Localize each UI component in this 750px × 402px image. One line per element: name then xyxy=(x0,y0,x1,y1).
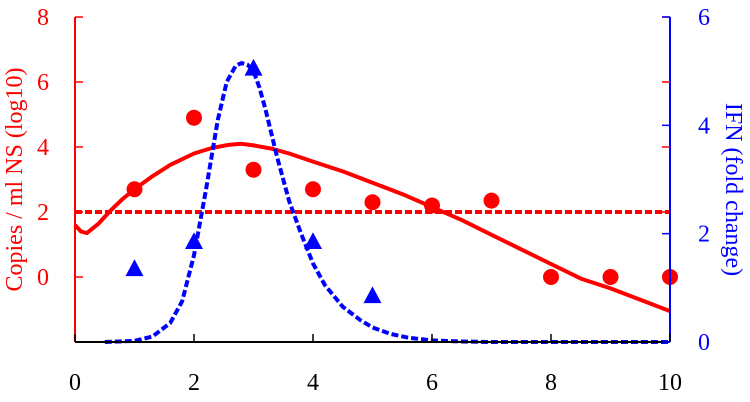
x-tick-label: 4 xyxy=(307,370,319,396)
ifn-data-point xyxy=(125,259,144,277)
left-tick-label: 4 xyxy=(37,135,49,161)
left-tick-label: 0 xyxy=(37,265,49,291)
ifn-model-curve xyxy=(104,61,670,344)
ifn-data-point xyxy=(185,232,203,249)
ifn-data-point xyxy=(363,286,382,304)
right-y-axis-title: IFN (fold change) xyxy=(720,103,746,276)
plot-area xyxy=(73,58,678,344)
ifn-data-point xyxy=(244,58,263,76)
viral-load-data-point xyxy=(245,161,262,178)
viral-load-data-point xyxy=(305,181,321,198)
right-tick-label: 2 xyxy=(698,222,710,248)
x-tick-label: 10 xyxy=(658,370,682,396)
x-tick-label: 2 xyxy=(188,370,200,396)
right-tick-label: 0 xyxy=(698,330,710,356)
x-ticks: 0 2 4 6 8 10 xyxy=(69,334,682,396)
right-y-ticks: 0 2 4 6 xyxy=(662,5,710,356)
left-y-ticks: 0 2 4 6 8 xyxy=(37,5,670,291)
left-tick-label: 2 xyxy=(37,200,49,226)
x-tick-label: 0 xyxy=(69,370,81,396)
viral-load-model-curve xyxy=(73,141,671,313)
right-tick-label: 4 xyxy=(698,113,710,139)
viral-load-data-point xyxy=(364,194,381,211)
ifn-data-point xyxy=(304,232,322,249)
viral-load-data-point xyxy=(186,109,202,126)
left-y-axis-title: Copies / ml NS (log10) xyxy=(2,67,28,291)
viral-load-data-point xyxy=(483,192,500,209)
viral-load-data-point xyxy=(602,269,619,285)
left-tick-label: 8 xyxy=(37,5,49,31)
viral-load-data-point xyxy=(543,269,559,285)
left-tick-label: 6 xyxy=(37,70,49,96)
right-tick-label: 6 xyxy=(698,5,710,31)
x-tick-label: 6 xyxy=(426,370,438,396)
x-tick-label: 8 xyxy=(545,370,557,396)
